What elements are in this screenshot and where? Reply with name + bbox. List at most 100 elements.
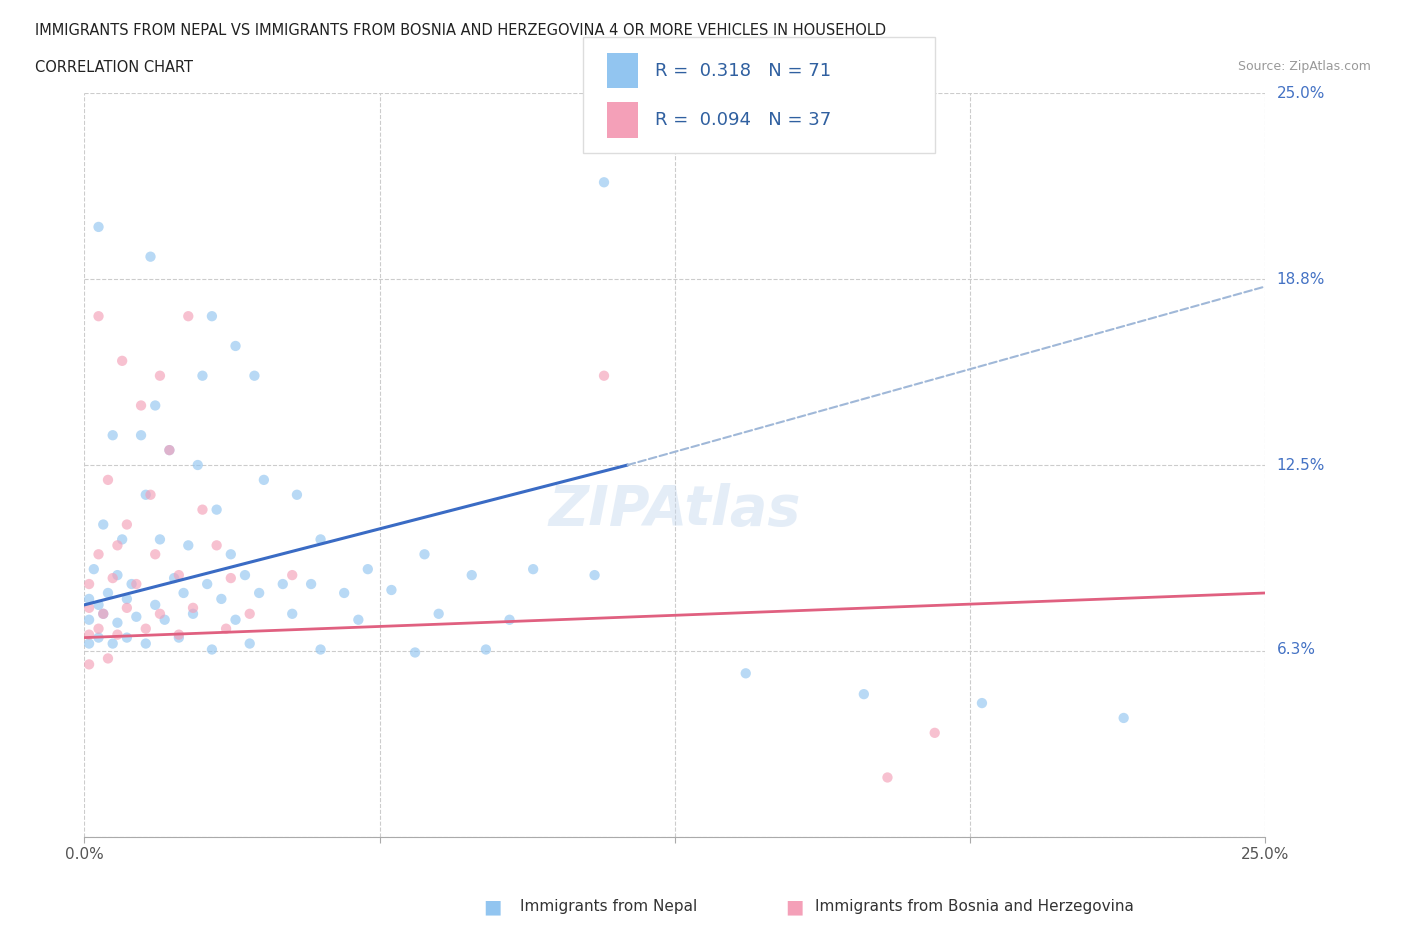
- Point: [87, 309, 110, 324]
- Point: [239, 606, 262, 621]
- Point: [101, 636, 124, 651]
- Point: [97, 472, 120, 487]
- Point: [83, 562, 105, 577]
- Point: [201, 309, 224, 324]
- Text: CORRELATION CHART: CORRELATION CHART: [35, 60, 193, 75]
- Point: [404, 645, 426, 660]
- Point: [121, 577, 143, 591]
- Point: [309, 532, 332, 547]
- Point: [149, 532, 172, 547]
- Point: [129, 428, 152, 443]
- Point: [413, 547, 436, 562]
- Point: [239, 636, 262, 651]
- Point: [125, 577, 148, 591]
- Point: [852, 686, 875, 701]
- Point: [427, 606, 450, 621]
- Point: [143, 547, 166, 562]
- Point: [163, 571, 186, 586]
- Point: [115, 631, 138, 645]
- Text: 18.8%: 18.8%: [1277, 272, 1324, 286]
- Point: [107, 627, 129, 642]
- Text: Immigrants from Nepal: Immigrants from Nepal: [520, 899, 697, 914]
- Point: [139, 487, 162, 502]
- Point: [115, 601, 138, 616]
- Point: [173, 586, 195, 601]
- Point: [181, 606, 204, 621]
- Point: [205, 502, 228, 517]
- Point: [583, 567, 606, 582]
- Point: [167, 631, 190, 645]
- Point: [177, 309, 200, 324]
- Point: [876, 770, 898, 785]
- Point: [219, 571, 242, 586]
- Point: [77, 657, 100, 671]
- Point: [153, 612, 176, 627]
- Point: [734, 666, 756, 681]
- Point: [143, 597, 166, 612]
- Point: [285, 487, 308, 502]
- Point: [593, 175, 616, 190]
- Point: [247, 586, 270, 601]
- Point: [101, 428, 124, 443]
- Point: [205, 538, 228, 552]
- Point: [191, 368, 214, 383]
- Point: [129, 398, 152, 413]
- Point: [219, 547, 242, 562]
- Text: ■: ■: [785, 897, 804, 916]
- Point: [1112, 711, 1135, 725]
- Point: [167, 567, 190, 582]
- Point: [149, 368, 172, 383]
- Point: [87, 219, 110, 234]
- Point: [461, 567, 484, 582]
- Text: R =  0.094   N = 37: R = 0.094 N = 37: [655, 111, 831, 129]
- Point: [135, 636, 157, 651]
- Point: [135, 621, 157, 636]
- Text: 6.3%: 6.3%: [1277, 642, 1316, 657]
- Point: [87, 631, 110, 645]
- Point: [91, 606, 114, 621]
- Point: [299, 577, 322, 591]
- Point: [157, 443, 180, 458]
- Point: [281, 567, 304, 582]
- Point: [225, 612, 247, 627]
- Point: [135, 487, 157, 502]
- Point: [187, 458, 209, 472]
- Text: 12.5%: 12.5%: [1277, 458, 1324, 472]
- Point: [593, 368, 616, 383]
- Point: [215, 621, 238, 636]
- Point: [77, 636, 100, 651]
- Point: [107, 567, 129, 582]
- Point: [357, 562, 380, 577]
- Point: [970, 696, 993, 711]
- Point: [347, 612, 370, 627]
- Point: [97, 651, 120, 666]
- Point: [167, 627, 190, 642]
- Point: [77, 612, 100, 627]
- Point: [107, 538, 129, 552]
- Point: [924, 725, 946, 740]
- Point: [111, 532, 134, 547]
- Point: [101, 571, 124, 586]
- Point: [87, 547, 110, 562]
- Text: 25.0%: 25.0%: [1277, 86, 1324, 100]
- Point: [475, 642, 498, 657]
- Point: [281, 606, 304, 621]
- Point: [97, 586, 120, 601]
- Point: [271, 577, 294, 591]
- Point: [380, 582, 402, 597]
- Text: Source: ZipAtlas.com: Source: ZipAtlas.com: [1237, 60, 1371, 73]
- Point: [143, 398, 166, 413]
- Point: [522, 562, 544, 577]
- Point: [87, 597, 110, 612]
- Text: ZIPAtlas: ZIPAtlas: [548, 483, 801, 537]
- Point: [177, 538, 200, 552]
- Point: [225, 339, 247, 353]
- Point: [77, 627, 100, 642]
- Text: ■: ■: [482, 897, 502, 916]
- Point: [243, 368, 266, 383]
- Point: [233, 567, 256, 582]
- Point: [333, 586, 356, 601]
- Point: [253, 472, 276, 487]
- Point: [149, 606, 172, 621]
- Text: IMMIGRANTS FROM NEPAL VS IMMIGRANTS FROM BOSNIA AND HERZEGOVINA 4 OR MORE VEHICL: IMMIGRANTS FROM NEPAL VS IMMIGRANTS FROM…: [35, 23, 886, 38]
